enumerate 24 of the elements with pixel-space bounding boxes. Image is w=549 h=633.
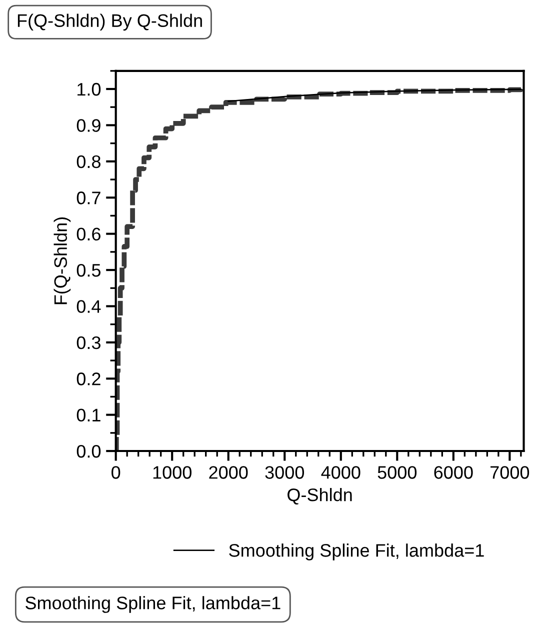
- y-tick-label: 0.8: [76, 155, 100, 168]
- x-tick-label: 4000: [321, 466, 360, 479]
- text: Smoothing Spline Fit, lambda=1: [26, 596, 280, 613]
- y-tick-label: 0.5: [76, 264, 100, 277]
- x-tick-label: 0: [112, 466, 120, 479]
- x-tick-label: 6000: [434, 466, 473, 479]
- y-tick-label: 0.4: [76, 300, 101, 313]
- y-tick-label: 0.7: [76, 192, 100, 204]
- y-tick-label: 0.1: [76, 408, 100, 422]
- y-tick-label: 1.0: [78, 82, 101, 96]
- x-tick-label: 7000: [490, 466, 530, 479]
- x-tick-label: 2000: [209, 466, 248, 479]
- x-tick-label: 1000: [153, 466, 192, 479]
- y-tick-label: 0.0: [76, 444, 101, 458]
- chart-title: F(Q-Shldn) By Q-Shldn: [18, 14, 202, 31]
- y-tick-label: 0.3: [76, 336, 100, 350]
- x-axis-title: Q-Shldn: [288, 488, 352, 504]
- y-tick-label: 0.6: [76, 228, 100, 241]
- legend-label: Smoothing Spline Fit, lambda=1: [229, 544, 484, 560]
- x-tick-label: 3000: [265, 466, 304, 479]
- x-tick-label: 5000: [378, 466, 417, 479]
- y-axis-title: F(Q-Shldn): [54, 217, 71, 304]
- y-tick-label: 0.9: [76, 119, 100, 132]
- y-tick-label: 0.2: [76, 372, 100, 386]
